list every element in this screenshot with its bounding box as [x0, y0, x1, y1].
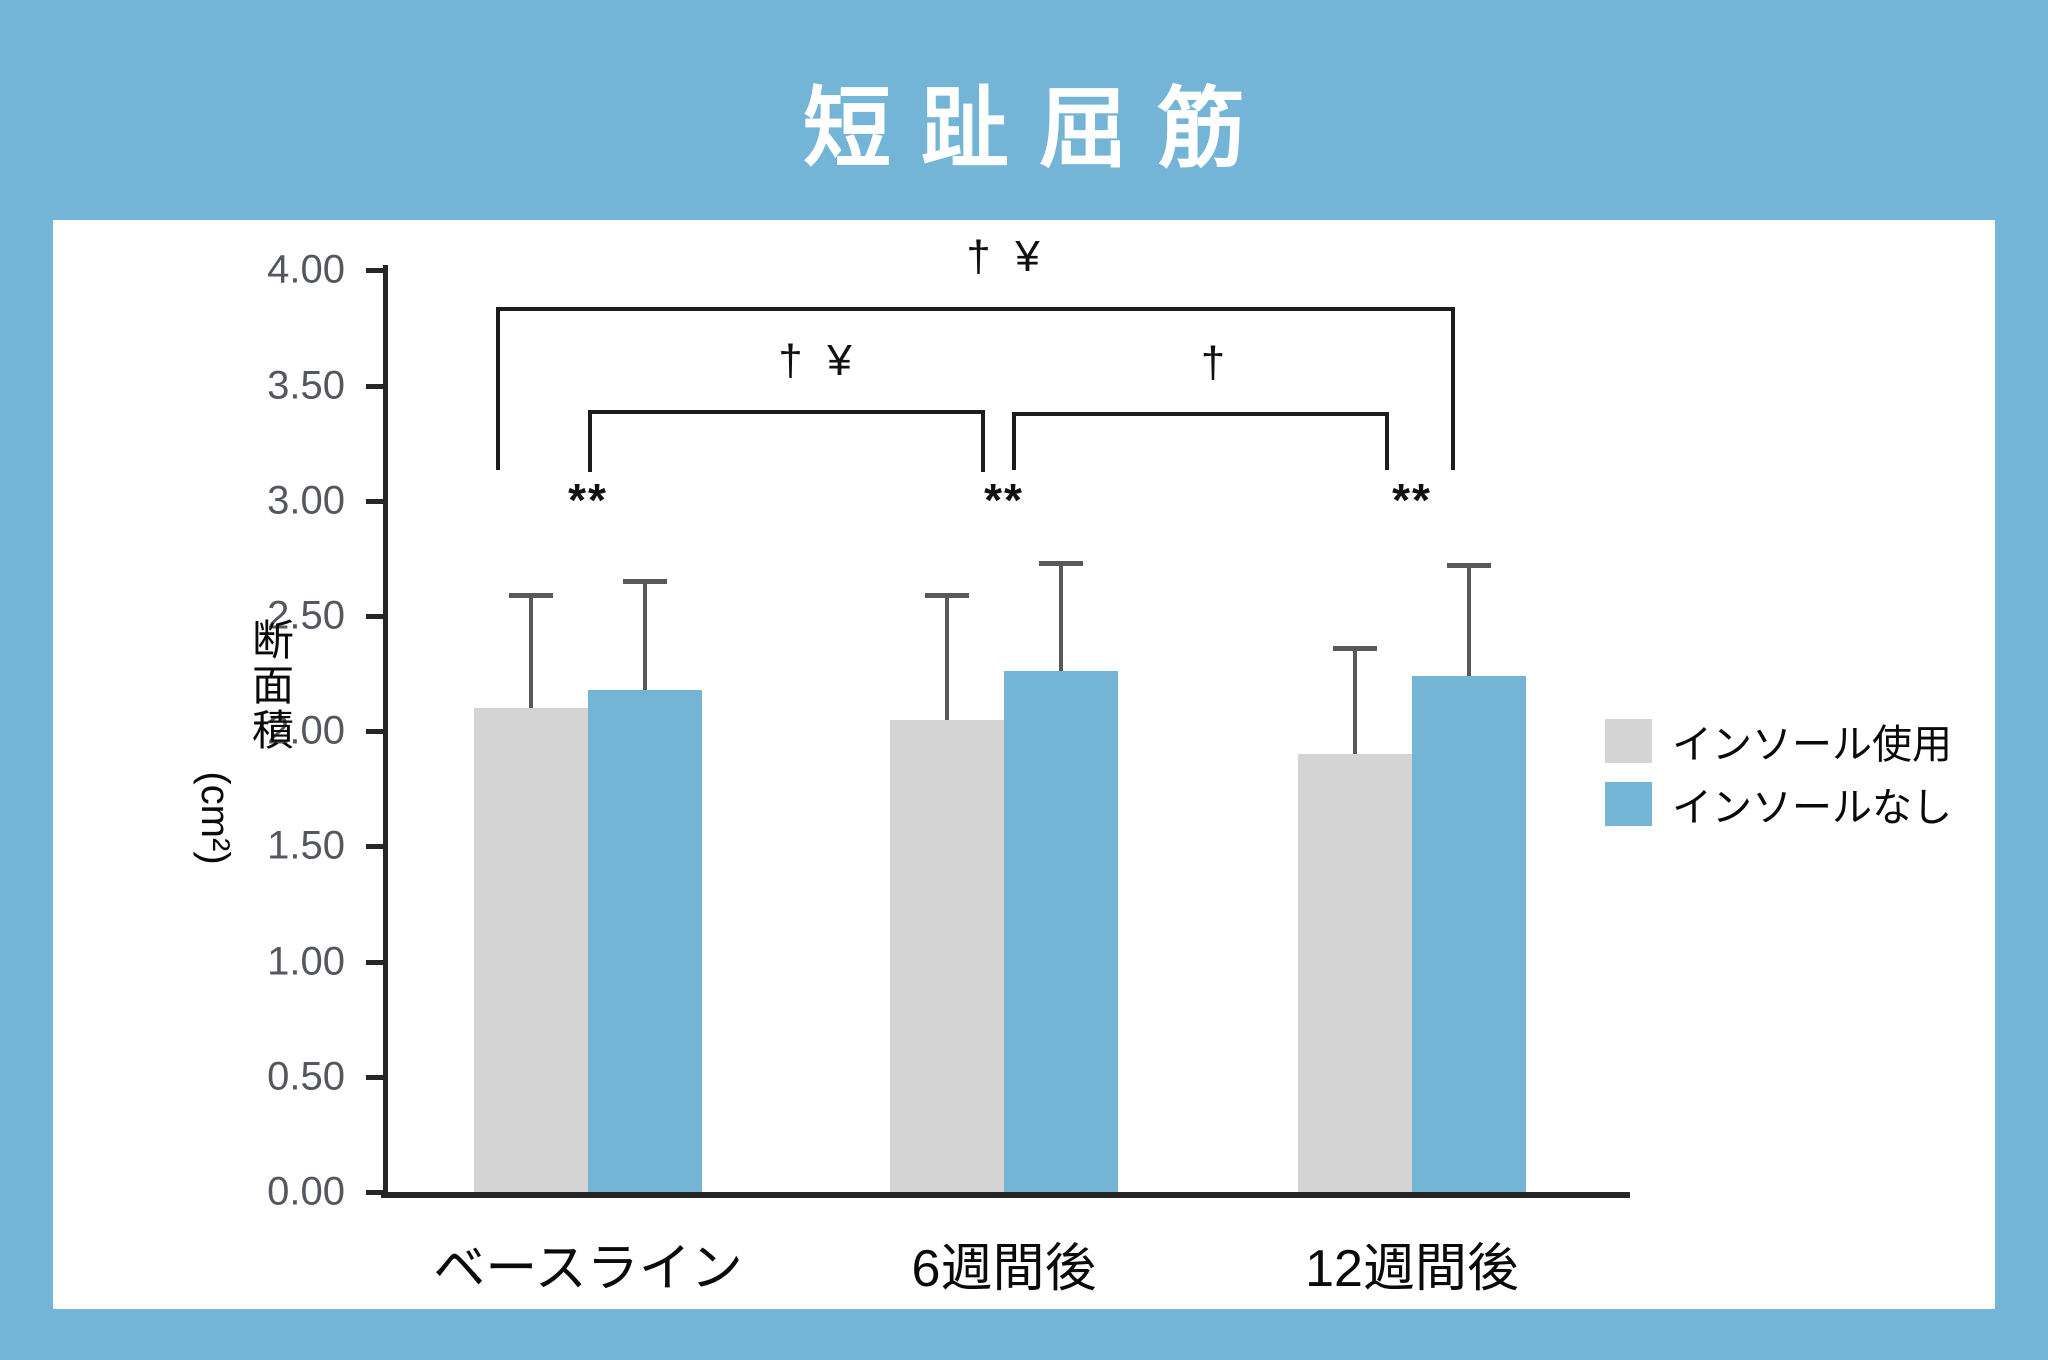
chart-title: 短趾屈筋: [802, 79, 1275, 178]
bracket-inner-left: [588, 410, 985, 472]
error-bar-cap: [509, 592, 553, 598]
legend-item-no-insole: インソールなし: [1605, 775, 1952, 833]
y-tick-mark: [366, 614, 383, 619]
y-tick-label: 2.50: [267, 593, 345, 638]
bar-no-insole-g3: [1412, 675, 1526, 1192]
significance-marker-g3: **: [1392, 474, 1432, 526]
y-axis-unit-label: (cm²): [193, 771, 237, 865]
error-bar-cap: [1039, 560, 1083, 566]
y-tick-label: 0.00: [267, 1169, 345, 1214]
significance-marker-g2: **: [984, 474, 1024, 526]
error-bar-cap: [1333, 645, 1377, 651]
legend-item-insole: インソール使用: [1605, 712, 1952, 770]
error-bar-line: [643, 579, 647, 690]
y-tick-mark: [366, 729, 383, 735]
y-tick-label: 1.50: [267, 823, 345, 868]
legend-label: インソールなし: [1672, 786, 1952, 830]
legend-label: インソール使用: [1672, 723, 1952, 767]
bar-no-insole-g2: [1004, 671, 1118, 1192]
y-axis-title-char: 断: [251, 617, 294, 664]
bracket-label-inner-left: † ¥: [778, 336, 852, 385]
y-tick-mark: [366, 1190, 383, 1195]
error-bar-line: [1059, 560, 1063, 672]
y-axis-line: [383, 265, 388, 1195]
error-bar-line: [945, 592, 949, 720]
y-axis-title-char: 面: [251, 662, 294, 709]
chart-panel: 0.00 0.50 1.00 1.50 2.00 2.50 3.00 3.50 4.00 ** *…: [53, 220, 1995, 1309]
y-tick-mark: [366, 383, 383, 389]
error-bar-cap: [1447, 563, 1491, 568]
significance-marker-g1: **: [568, 474, 608, 526]
error-bar-line: [1353, 645, 1357, 755]
x-tick-label-g1: ベースライン: [433, 1240, 743, 1298]
legend-swatch: [1605, 782, 1652, 826]
y-tick-mark: [366, 498, 383, 504]
y-tick-label: 4.00: [267, 247, 345, 292]
bar-insole-g2: [890, 719, 1004, 1192]
y-tick-label: 1.00: [267, 939, 345, 984]
x-tick-label-g3: 12週間後: [1305, 1240, 1519, 1298]
x-tick-label-g2: 6週間後: [911, 1240, 1097, 1298]
y-tick-label: 3.50: [267, 363, 345, 408]
error-bar-cap: [623, 579, 667, 585]
y-axis-title-char: 積: [251, 707, 294, 754]
y-axis-title: 断面積: [249, 618, 297, 753]
y-tick-label: 2.00: [267, 708, 345, 753]
y-tick-label: 0.50: [267, 1054, 345, 1099]
bracket-outer: [496, 307, 1455, 470]
y-tick-mark: [366, 1074, 383, 1080]
bar-insole-g1: [474, 708, 588, 1192]
bar-insole-g3: [1298, 754, 1412, 1192]
y-tick-label: 3.00: [267, 478, 345, 523]
y-tick-mark: [366, 268, 383, 274]
y-tick-mark: [366, 959, 383, 965]
legend-swatch: [1605, 719, 1652, 763]
bracket-label-inner-right: †: [1200, 338, 1226, 387]
x-axis-line: [381, 1192, 1630, 1198]
bracket-inner-right: [1012, 412, 1389, 470]
error-bar-line: [529, 592, 533, 709]
y-tick-mark: [366, 844, 383, 850]
bar-no-insole-g1: [588, 689, 702, 1192]
bracket-label-outer: † ¥: [966, 232, 1040, 281]
error-bar-line: [1467, 563, 1471, 676]
error-bar-cap: [925, 592, 969, 598]
